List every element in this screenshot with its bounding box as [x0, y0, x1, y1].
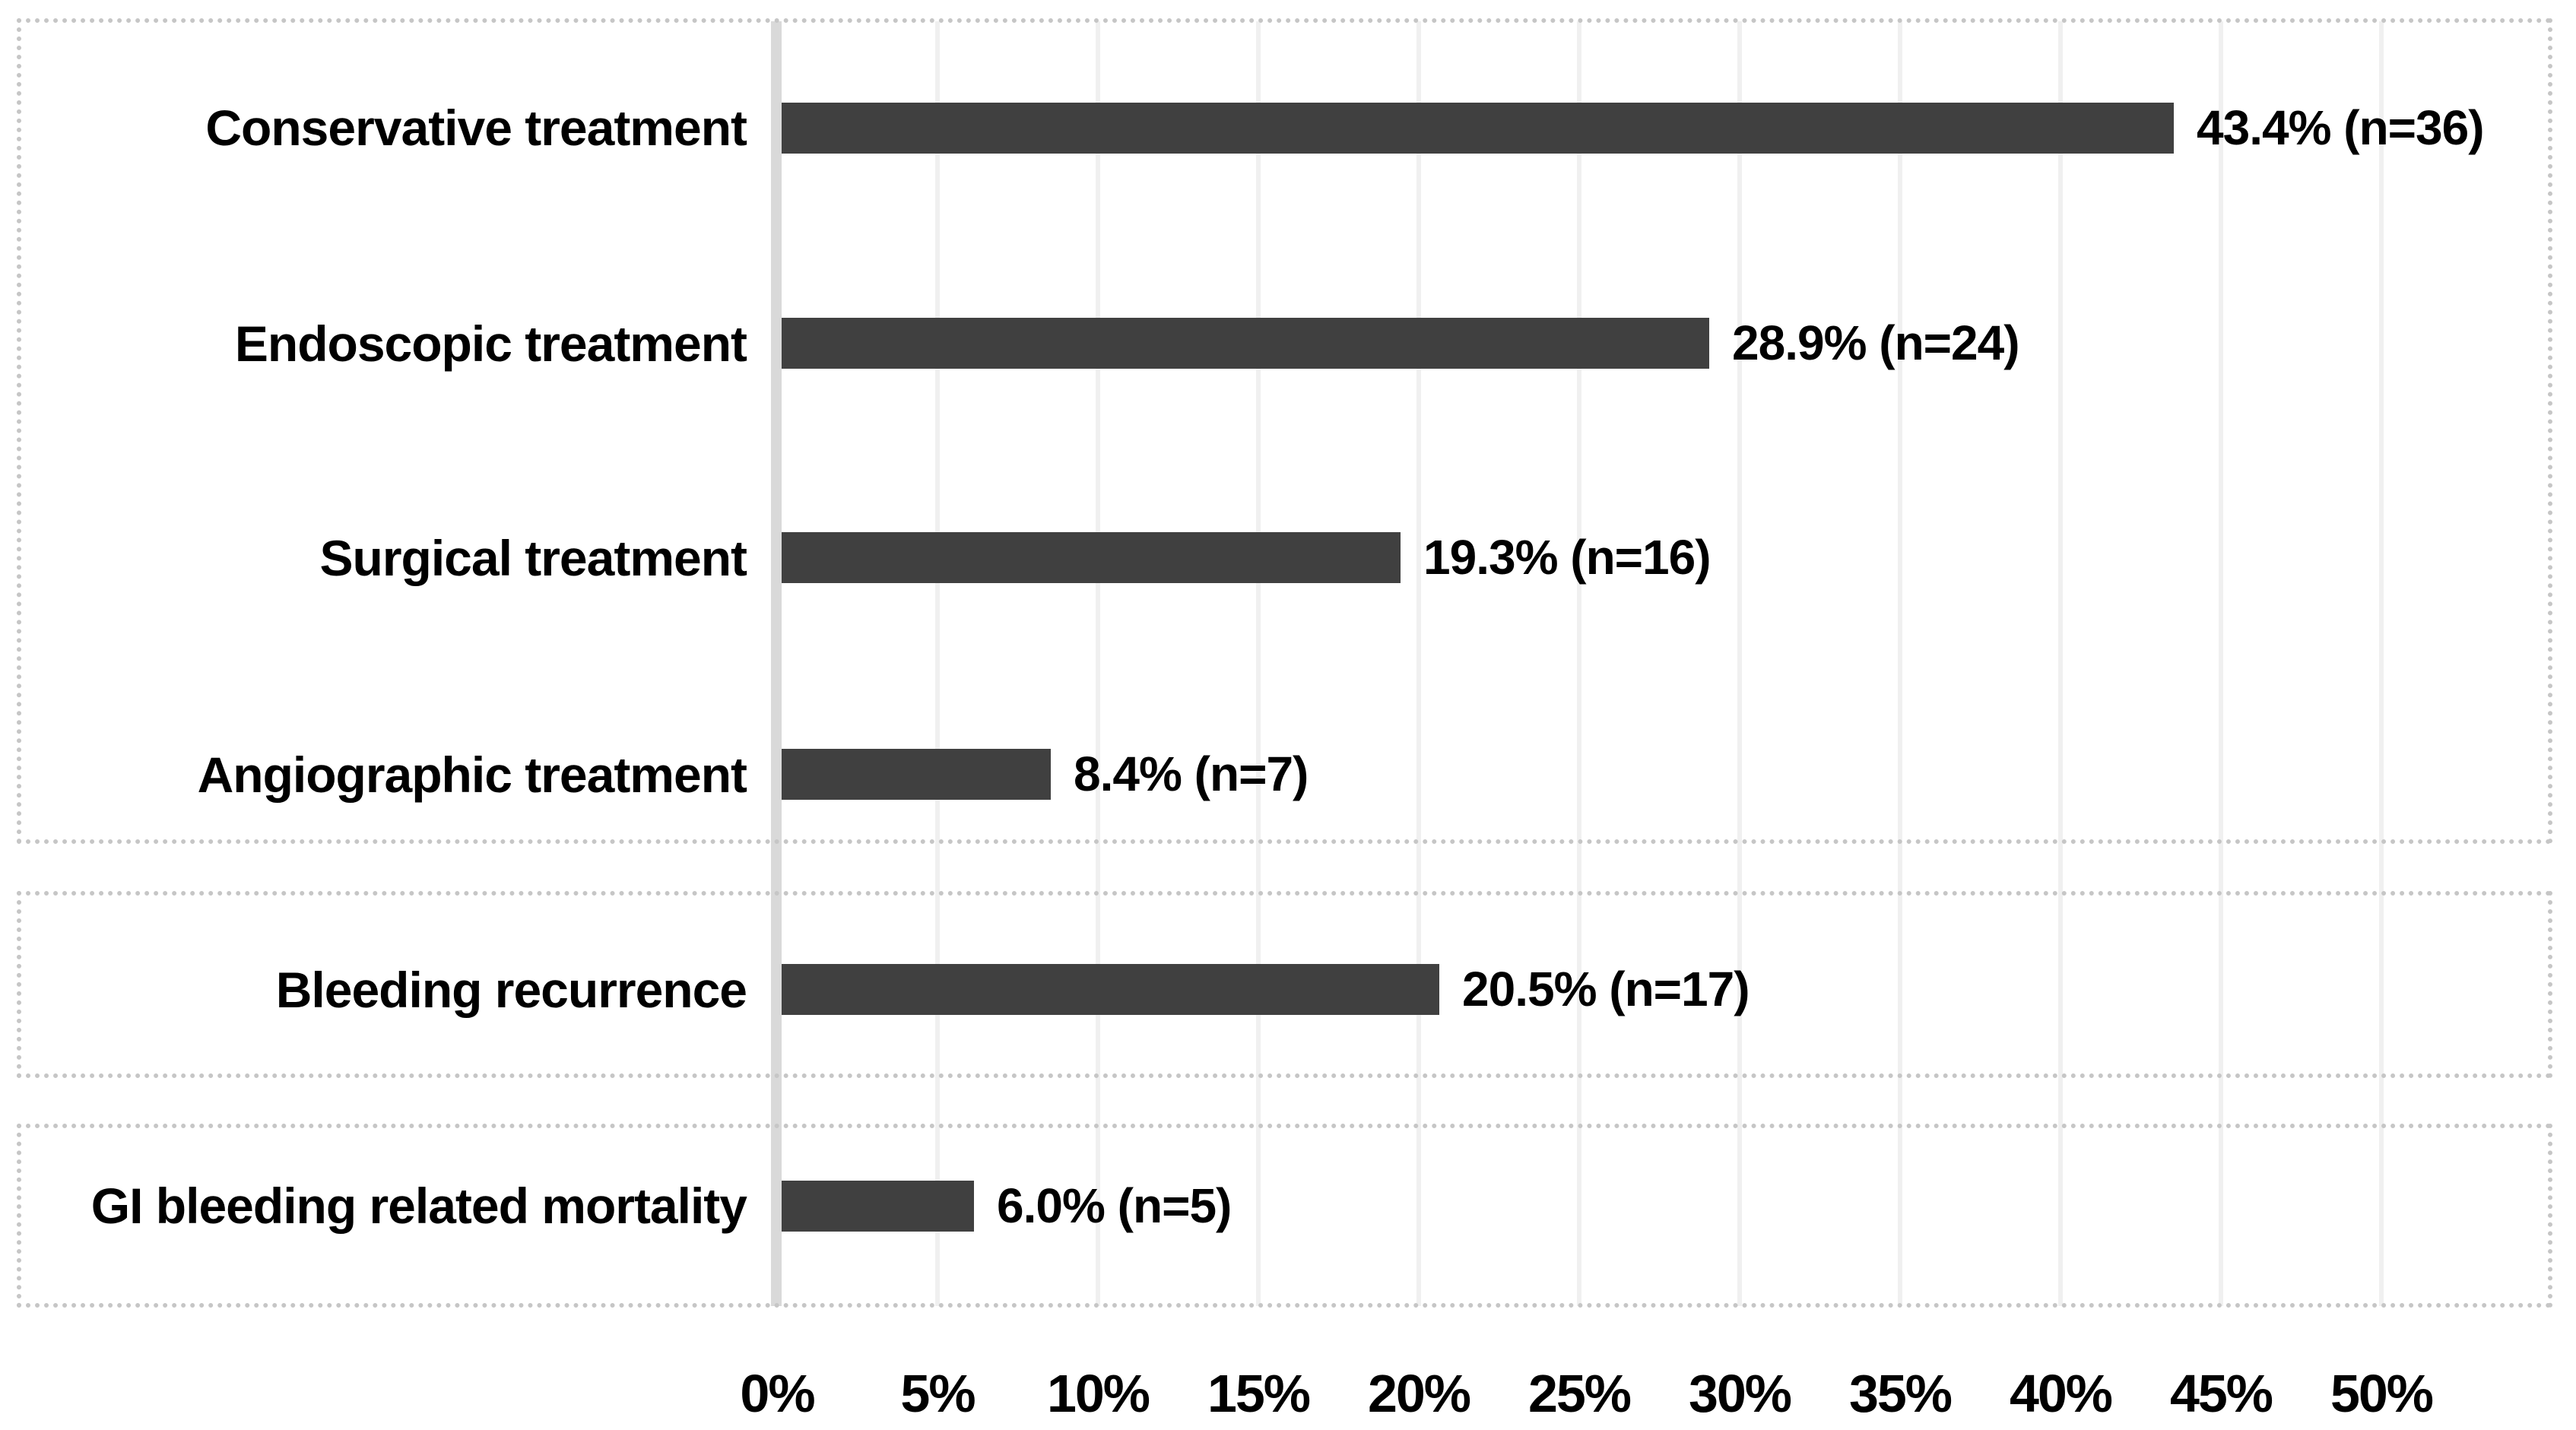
- x-axis-tick-label: 50%: [2330, 1364, 2434, 1423]
- x-axis: 0% 5% 10% 15% 20% 25% 30% 35% 40% 45% 50%: [0, 1359, 2576, 1428]
- bar-endoscopic-treatment: [782, 318, 1709, 369]
- gridline: [935, 21, 940, 1306]
- x-axis-tick-label: 0%: [740, 1364, 815, 1423]
- zero-axis-line: [771, 21, 782, 1306]
- x-axis-tick-label: 25%: [1528, 1364, 1632, 1423]
- gridline: [2058, 21, 2063, 1306]
- bar-bleeding-recurrence: [782, 964, 1439, 1015]
- x-axis-tick-label: 30%: [1688, 1364, 1792, 1423]
- bar-angiographic-treatment: [782, 749, 1051, 800]
- bar-row: 20.5% (n=17): [782, 964, 1750, 1015]
- category-label-bleeding-recurrence: Bleeding recurrence: [275, 962, 747, 1018]
- gridline: [1096, 21, 1100, 1306]
- bar-gi-bleeding-mortality: [782, 1181, 974, 1232]
- category-label-conservative-treatment: Conservative treatment: [205, 100, 747, 156]
- value-label: 6.0% (n=5): [997, 1178, 1232, 1233]
- gridline: [1577, 21, 1581, 1306]
- category-label-surgical-treatment: Surgical treatment: [319, 530, 748, 586]
- gridline: [1416, 21, 1421, 1306]
- group-box-bleeding-recurrence: [17, 891, 2552, 1078]
- bar-row: 43.4% (n=36): [782, 100, 2485, 155]
- category-label-endoscopic-treatment: Endoscopic treatment: [234, 315, 747, 372]
- bar-row: 6.0% (n=5): [782, 1178, 1232, 1233]
- x-axis-tick-label: 15%: [1207, 1364, 1311, 1423]
- x-axis-tick-label: 5%: [900, 1364, 976, 1423]
- value-label: 19.3% (n=16): [1423, 530, 1712, 585]
- value-label: 8.4% (n=7): [1074, 747, 1309, 801]
- bar-row: 8.4% (n=7): [782, 747, 1309, 801]
- gridline: [2219, 21, 2223, 1306]
- bar-surgical-treatment: [782, 532, 1401, 583]
- bar-row: 28.9% (n=24): [782, 315, 2020, 370]
- gridline: [1737, 21, 1742, 1306]
- value-label: 43.4% (n=36): [2197, 100, 2485, 155]
- x-axis-tick-label: 35%: [1848, 1364, 1953, 1423]
- x-axis-tick-label: 20%: [1367, 1364, 1471, 1423]
- group-box-treatment-modalities: [17, 18, 2552, 844]
- category-label-angiographic-treatment: Angiographic treatment: [197, 747, 747, 803]
- gridline: [2379, 21, 2384, 1306]
- x-axis-tick-label: 45%: [2169, 1364, 2273, 1423]
- value-label: 28.9% (n=24): [1732, 315, 2020, 370]
- gridline: [1256, 21, 1261, 1306]
- gridline: [1898, 21, 1902, 1306]
- x-axis-tick-label: 40%: [2009, 1364, 2113, 1423]
- category-label-gi-bleeding-mortality: GI bleeding related mortality: [90, 1178, 747, 1234]
- group-box-gi-bleeding-mortality: [17, 1124, 2552, 1308]
- bar-row: 19.3% (n=16): [782, 530, 1712, 585]
- bar-conservative-treatment: [782, 103, 2174, 154]
- x-axis-tick-label: 10%: [1046, 1364, 1150, 1423]
- value-label: 20.5% (n=17): [1462, 962, 1750, 1016]
